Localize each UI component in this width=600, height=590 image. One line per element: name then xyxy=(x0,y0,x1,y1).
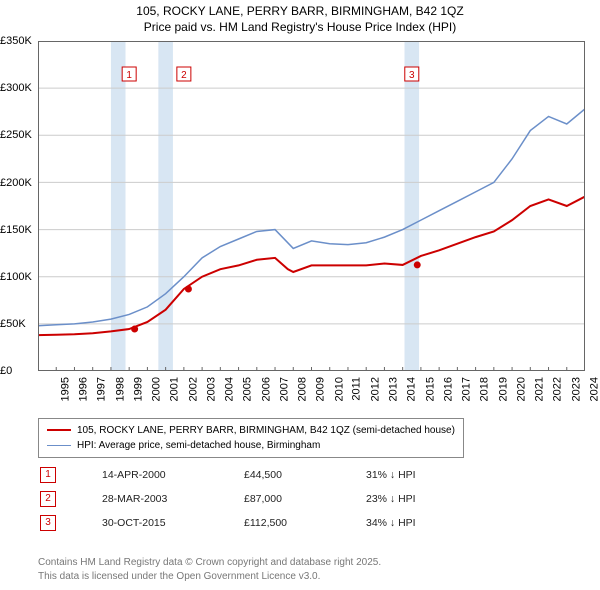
x-tick-label: 2023 xyxy=(570,377,582,401)
chart-title: 105, ROCKY LANE, PERRY BARR, BIRMINGHAM,… xyxy=(0,0,600,35)
legend-item: HPI: Average price, semi-detached house,… xyxy=(47,438,455,453)
chart-area: £0£50K£100K£150K£200K£250K£300K£350K 123… xyxy=(38,41,600,376)
x-tick-label: 2002 xyxy=(187,377,199,401)
y-tick-label: £100K xyxy=(0,271,36,283)
x-tick-label: 2011 xyxy=(350,377,362,401)
x-tick-label: 2021 xyxy=(534,377,546,401)
event-delta: 34% ↓ HPI xyxy=(366,512,416,534)
table-row: 1 14-APR-2000£44,50031% ↓ HPI xyxy=(40,464,416,486)
line-chart: 1 2 3 xyxy=(38,41,585,371)
event-date: 14-APR-2000 xyxy=(102,464,242,486)
svg-text:3: 3 xyxy=(409,70,415,81)
y-tick-label: £250K xyxy=(0,129,36,141)
x-tick-label: 2007 xyxy=(278,377,290,401)
legend-swatch xyxy=(47,445,71,446)
legend-label: 105, ROCKY LANE, PERRY BARR, BIRMINGHAM,… xyxy=(77,425,455,436)
x-tick-label: 2019 xyxy=(497,377,509,401)
x-tick-label: 1995 xyxy=(59,377,71,401)
y-tick-label: £0 xyxy=(0,365,36,377)
x-tick-label: 2010 xyxy=(333,377,345,401)
footer-line1: Contains HM Land Registry data © Crown c… xyxy=(38,557,381,568)
x-tick-label: 1998 xyxy=(114,377,126,401)
x-tick-label: 2004 xyxy=(224,377,236,401)
x-tick-label: 2012 xyxy=(369,377,381,401)
x-tick-label: 1997 xyxy=(96,377,108,401)
x-tick-label: 2020 xyxy=(515,377,527,401)
legend: 105, ROCKY LANE, PERRY BARR, BIRMINGHAM,… xyxy=(38,418,464,458)
y-tick-label: £50K xyxy=(0,318,36,330)
svg-text:1: 1 xyxy=(126,70,132,81)
x-tick-label: 2022 xyxy=(552,377,564,401)
event-marker: 1 xyxy=(40,467,56,483)
event-date: 30-OCT-2015 xyxy=(102,512,242,534)
x-tick-label: 2024 xyxy=(588,377,600,401)
x-tick-label: 2018 xyxy=(479,377,491,401)
event-delta: 23% ↓ HPI xyxy=(366,488,416,510)
footer-attribution: Contains HM Land Registry data © Crown c… xyxy=(38,556,381,583)
legend-swatch xyxy=(47,429,71,431)
events-table: 1 14-APR-2000£44,50031% ↓ HPI 2 28-MAR-2003… xyxy=(38,462,418,536)
footer-line2: This data is licensed under the Open Gov… xyxy=(38,571,320,582)
x-tick-label: 2005 xyxy=(242,377,254,401)
event-date: 28-MAR-2003 xyxy=(102,488,242,510)
legend-item: 105, ROCKY LANE, PERRY BARR, BIRMINGHAM,… xyxy=(47,423,455,438)
x-tick-label: 2003 xyxy=(205,377,217,401)
table-row: 3 30-OCT-2015£112,50034% ↓ HPI xyxy=(40,512,416,534)
title-line2: Price paid vs. HM Land Registry's House … xyxy=(144,20,456,34)
legend-label: HPI: Average price, semi-detached house,… xyxy=(77,440,320,451)
svg-text:2: 2 xyxy=(181,70,187,81)
x-tick-label: 2015 xyxy=(424,377,436,401)
x-tick-label: 2001 xyxy=(169,377,181,401)
x-tick-label: 2016 xyxy=(442,377,454,401)
event-price: £44,500 xyxy=(244,464,364,486)
x-tick-label: 2013 xyxy=(388,377,400,401)
y-tick-label: £150K xyxy=(0,224,36,236)
y-tick-label: £200K xyxy=(0,177,36,189)
event-price: £87,000 xyxy=(244,488,364,510)
y-tick-label: £300K xyxy=(0,82,36,94)
x-tick-label: 2000 xyxy=(151,377,163,401)
event-marker: 3 xyxy=(40,515,56,531)
y-tick-label: £350K xyxy=(0,35,36,47)
x-tick-label: 1996 xyxy=(78,377,90,401)
table-row: 2 28-MAR-2003£87,00023% ↓ HPI xyxy=(40,488,416,510)
event-marker: 2 xyxy=(40,491,56,507)
event-price: £112,500 xyxy=(244,512,364,534)
x-tick-label: 2006 xyxy=(260,377,272,401)
x-tick-label: 2009 xyxy=(315,377,327,401)
event-delta: 31% ↓ HPI xyxy=(366,464,416,486)
title-line1: 105, ROCKY LANE, PERRY BARR, BIRMINGHAM,… xyxy=(136,4,463,18)
x-tick-label: 1999 xyxy=(132,377,144,401)
x-tick-label: 2008 xyxy=(297,377,309,401)
x-tick-label: 2017 xyxy=(461,377,473,401)
x-tick-label: 2014 xyxy=(406,377,418,401)
